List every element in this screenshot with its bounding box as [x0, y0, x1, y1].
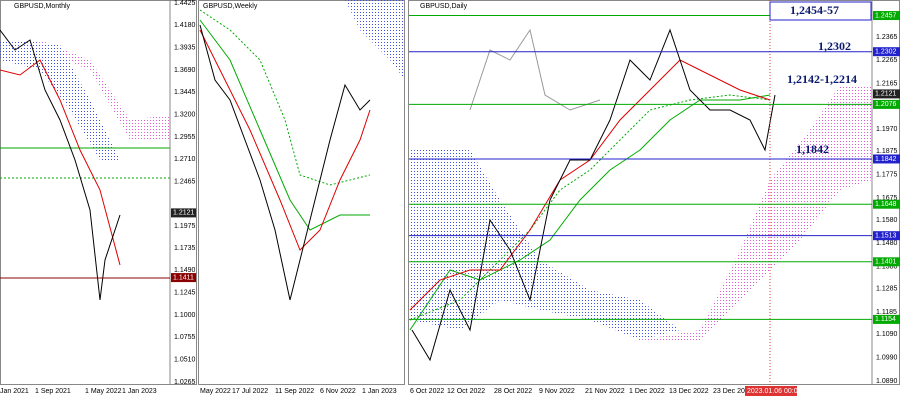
price-tag — [171, 273, 196, 283]
y-label: 1.0265 — [174, 379, 196, 386]
x-label: 1 Dec 2022 — [629, 388, 665, 395]
panel-title: GBPUSD,Daily — [420, 3, 468, 10]
annotation: 1,1842 — [796, 142, 829, 156]
price-tag-label: 1.2121 — [875, 91, 897, 98]
price-tag-label: 1.2457 — [875, 12, 897, 19]
x-label: 28 Oct 2022 — [494, 388, 532, 395]
annotation-box — [769, 1, 872, 21]
y-label: 1.3935 — [174, 44, 196, 51]
price-tag — [873, 89, 900, 99]
y-label: 1.2955 — [174, 134, 196, 141]
y-label: 1.0990 — [876, 354, 898, 361]
price-tag — [873, 154, 900, 164]
y-label: 1.2365 — [876, 34, 898, 41]
y-label: 1.0755 — [174, 334, 196, 341]
y-label: 1.1735 — [174, 245, 196, 252]
x-label: 23 Dec 2022 — [713, 388, 753, 395]
price-tag-label: 1.1401 — [875, 259, 897, 266]
panel-title: GBPUSD,Weekly — [203, 3, 258, 10]
y-label: 1.0510 — [174, 357, 196, 364]
price-tag — [171, 208, 196, 218]
x-label: 13 Dec 2022 — [669, 388, 709, 395]
daily-drawing — [409, 0, 872, 385]
y-label: 1.2710 — [174, 156, 196, 163]
price-tag — [873, 231, 900, 241]
x-label: Jan 2021 — [0, 388, 29, 395]
x-label: 9 Nov 2022 — [539, 388, 575, 395]
cursor-time-box — [745, 386, 797, 396]
price-tag-label: 1.1648 — [875, 201, 897, 208]
y-label: 1.2465 — [174, 178, 196, 185]
price-tag-label: 1.2076 — [875, 101, 897, 108]
price-tag-label: 1.1411 — [173, 274, 194, 281]
panel-frame — [0, 0, 197, 385]
y-label: 1.1970 — [876, 126, 898, 133]
y-label: 1.3200 — [174, 111, 196, 118]
annotation: 1,2142-1,2214 — [787, 72, 857, 86]
x-label: 21 Nov 2022 — [585, 388, 625, 395]
y-label: 1.4180 — [174, 22, 196, 29]
y-label: 1.2165 — [876, 80, 898, 87]
y-label: 1.1675 — [876, 195, 898, 202]
annotation: 1,2302 — [818, 39, 851, 53]
y-label: 1.1490 — [174, 267, 196, 274]
y-label: 1.1380 — [876, 264, 898, 271]
x-label: 1 Sep 2021 — [35, 388, 71, 395]
price-tag — [873, 11, 900, 21]
price-tag — [873, 199, 900, 209]
y-label: 1.2265 — [876, 57, 898, 64]
price-tag — [873, 314, 900, 324]
y-label: 1.4425 — [174, 0, 196, 7]
y-label: 1.0890 — [876, 378, 898, 385]
y-label: 1.1185 — [876, 309, 897, 316]
x-label: 1 Jan 2023 — [362, 388, 397, 395]
x-label: 12 Oct 2022 — [447, 388, 485, 395]
y-label: 1.3445 — [174, 89, 196, 96]
y-label: 1.3690 — [174, 67, 196, 74]
weekly-drawing — [199, 0, 405, 301]
y-label: 1.1480 — [876, 240, 898, 247]
y-label: 1.1285 — [876, 286, 898, 293]
y-label: 1.1245 — [174, 290, 196, 297]
x-label: May 2022 — [200, 388, 231, 395]
y-label: 1.1975 — [174, 223, 196, 230]
x-label: 17 Jul 2022 — [232, 388, 268, 395]
price-tag-label: 1.1842 — [875, 156, 897, 163]
y-label: 1.1090 — [876, 331, 898, 338]
x-label: 1 Jan 2023 — [122, 388, 157, 395]
x-label: 11 Sep 2022 — [275, 388, 314, 395]
cursor-time: 2023.01.06 00:00 — [747, 388, 802, 395]
y-label: 1.1775 — [876, 171, 898, 178]
price-tag — [873, 47, 900, 57]
x-label: 6 Oct 2022 — [410, 388, 444, 395]
price-tag-label: 1.1154 — [875, 316, 896, 323]
x-label: 6 Nov 2022 — [320, 388, 356, 395]
monthly-drawing — [0, 29, 170, 301]
annotation: 1,2454-57 — [790, 3, 839, 17]
price-tag-label: 1.2302 — [875, 49, 897, 56]
y-label: 1.1000 — [174, 312, 196, 319]
y-label: 1.1875 — [876, 148, 898, 155]
panel-title: GBPUSD,Monthly — [14, 3, 71, 10]
x-label: 1 May 2022 — [85, 388, 122, 395]
price-tag — [873, 257, 900, 267]
price-tag-label: 1.1513 — [875, 233, 897, 240]
price-tag-label: 1.2121 — [173, 210, 195, 217]
panel-frame — [198, 0, 405, 385]
y-label: 1.1580 — [876, 217, 898, 224]
price-tag — [873, 99, 900, 109]
